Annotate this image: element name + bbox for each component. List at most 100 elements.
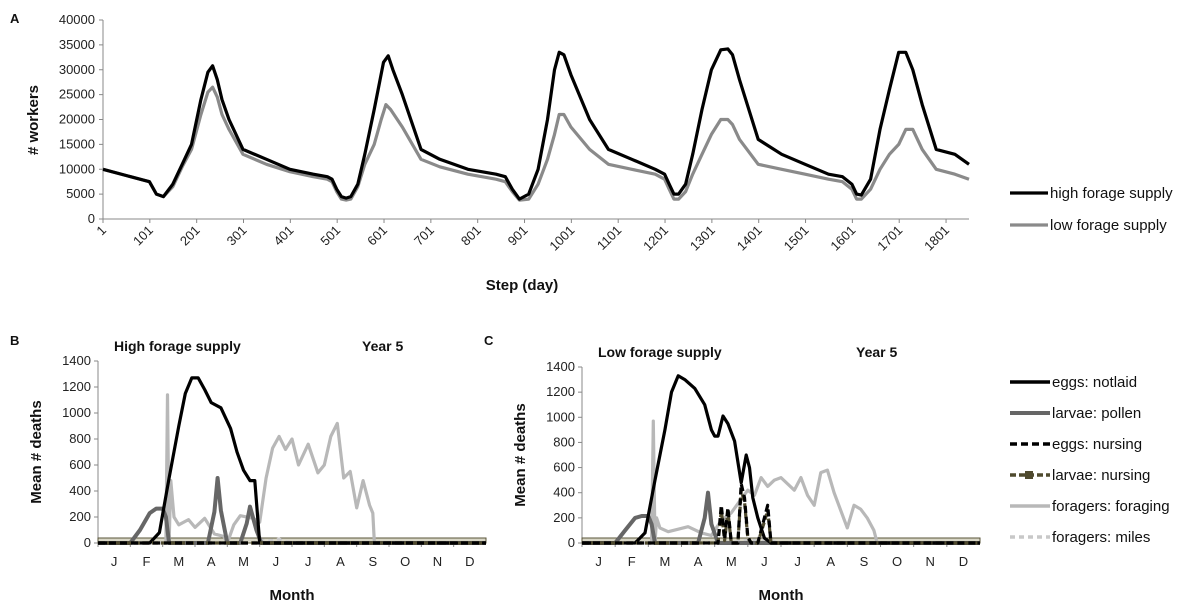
series-line-foragers-miles	[582, 538, 980, 545]
legend-bc: eggs: notlaid larvae: pollen eggs: nursing…	[1010, 374, 1170, 546]
month-label: A	[826, 554, 835, 569]
series-line-larvae-pollen	[98, 476, 486, 545]
legend-marker	[1025, 471, 1033, 479]
y-tick-label: 1000	[62, 405, 91, 420]
y-tick-label: 600	[69, 457, 91, 472]
month-label: M	[238, 554, 249, 569]
legend-label: high forage supply	[1050, 185, 1173, 202]
x-tick-label: 1	[93, 223, 109, 239]
month-label: D	[959, 554, 968, 569]
legend-label: eggs: nursing	[1052, 436, 1142, 453]
y-tick-label: 25000	[59, 87, 95, 102]
y-tick-label: 1400	[546, 359, 575, 374]
y-tick-label: 800	[553, 434, 575, 449]
x-tick-label: 901	[505, 223, 531, 249]
x-tick-label: 301	[224, 223, 250, 249]
y-tick-label: 5000	[66, 186, 95, 201]
month-label: J	[595, 554, 602, 569]
x-tick-label: 1501	[781, 223, 812, 254]
legend-a: high forage supply low forage supply	[1010, 185, 1173, 234]
x-axis-title: Month	[270, 587, 315, 604]
y-tick-label: 1400	[62, 353, 91, 368]
series-line-foragers-foraging	[582, 419, 980, 545]
panel-label-a: A	[10, 11, 20, 26]
x-tick-label: 401	[271, 223, 297, 249]
x-tick-label: 201	[177, 223, 203, 249]
month-label: N	[926, 554, 935, 569]
series-line-foragers-foraging	[98, 393, 486, 545]
month-label: F	[628, 554, 636, 569]
y-tick-label: 30000	[59, 62, 95, 77]
x-tick-label: 1301	[687, 223, 718, 254]
y-tick-label: 400	[69, 483, 91, 498]
panel-title: Low forage supply	[598, 344, 722, 360]
y-tick-label: 0	[84, 535, 91, 550]
panel-subtitle: Year 5	[856, 344, 897, 360]
panel-label-b: B	[10, 333, 19, 348]
y-tick-label: 1200	[62, 379, 91, 394]
series-line-eggs-nursing	[582, 482, 980, 545]
month-label: A	[207, 554, 216, 569]
panel-subtitle: Year 5	[362, 338, 403, 354]
month-label: A	[694, 554, 703, 569]
month-label: J	[305, 554, 312, 569]
x-tick-label: 801	[458, 223, 484, 249]
y-tick-label: 1000	[546, 409, 575, 424]
legend-label: larvae: nursing	[1052, 467, 1150, 484]
series-line-high	[102, 47, 970, 201]
month-label: J	[794, 554, 801, 569]
month-label: S	[860, 554, 869, 569]
month-label: J	[761, 554, 768, 569]
x-tick-label: 1401	[734, 223, 765, 254]
y-tick-label: 20000	[59, 112, 95, 127]
y-tick-label: 400	[553, 485, 575, 500]
y-axis-title: # workers	[25, 85, 42, 155]
legend-label: low forage supply	[1050, 217, 1167, 234]
month-label: D	[465, 554, 474, 569]
month-label: M	[173, 554, 184, 569]
x-tick-label: 1001	[546, 223, 577, 254]
series-line-eggs-notlaid	[582, 374, 980, 545]
panel-a: A 0 5000 10000 15000 20000 25000 30000 35000 4000…	[10, 11, 1173, 294]
month-label: M	[726, 554, 737, 569]
month-label: S	[368, 554, 377, 569]
x-tick-label: 501	[317, 223, 343, 249]
y-axis-title: Mean # deaths	[512, 403, 529, 506]
series-line-larvae-pollen	[582, 490, 980, 545]
y-axis-title: Mean # deaths	[28, 400, 45, 503]
x-tick-label: 701	[411, 223, 437, 249]
month-label: O	[892, 554, 902, 569]
y-tick-label: 15000	[59, 136, 95, 151]
x-axis-title: Step (day)	[486, 277, 559, 294]
x-tick-label: 101	[130, 223, 156, 249]
y-tick-label: 0	[568, 535, 575, 550]
y-tick-label: 1200	[546, 384, 575, 399]
x-tick-label: 1701	[874, 223, 905, 254]
x-tick-label: 1101	[594, 223, 624, 253]
legend-label: larvae: pollen	[1052, 405, 1141, 422]
y-tick-label: 40000	[59, 12, 95, 27]
legend-label: eggs: notlaid	[1052, 374, 1137, 391]
y-tick-label: 0	[88, 211, 95, 226]
month-label: N	[433, 554, 442, 569]
legend-label: foragers: miles	[1052, 529, 1150, 546]
panel-b: B High forage supply Year 5 0 200 400 600 800 10…	[10, 333, 487, 604]
x-axis-title: Month	[759, 587, 804, 604]
x-tick-label: 1601	[827, 223, 858, 254]
y-tick-label: 800	[69, 431, 91, 446]
y-tick-label: 200	[553, 510, 575, 525]
series-line-low	[102, 85, 970, 202]
y-tick-label: 200	[69, 509, 91, 524]
series-line-eggs-notlaid	[98, 376, 486, 545]
month-label: O	[400, 554, 410, 569]
month-label: J	[273, 554, 280, 569]
x-tick-label: 601	[364, 223, 390, 249]
x-tick-label: 1201	[640, 223, 671, 254]
month-label: M	[659, 554, 670, 569]
y-tick-label: 600	[553, 460, 575, 475]
legend-label: foragers: foraging	[1052, 498, 1170, 515]
panel-label-c: C	[484, 333, 494, 348]
panel-title: High forage supply	[114, 338, 241, 354]
month-label: A	[336, 554, 345, 569]
